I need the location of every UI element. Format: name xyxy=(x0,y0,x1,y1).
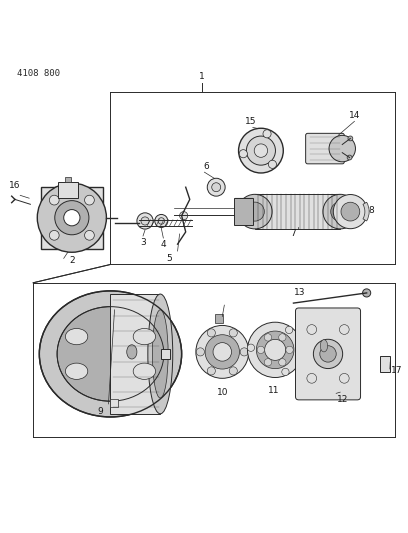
Text: 16: 16 xyxy=(9,181,21,190)
Circle shape xyxy=(55,200,89,235)
Circle shape xyxy=(84,195,94,205)
Ellipse shape xyxy=(65,363,88,379)
Wedge shape xyxy=(363,202,369,221)
Circle shape xyxy=(207,367,215,375)
Text: 4108 800: 4108 800 xyxy=(17,69,60,78)
Circle shape xyxy=(307,325,317,334)
FancyBboxPatch shape xyxy=(111,399,118,407)
Circle shape xyxy=(339,325,349,334)
Circle shape xyxy=(347,155,352,160)
Circle shape xyxy=(264,359,272,366)
Circle shape xyxy=(286,326,293,334)
Text: 3: 3 xyxy=(140,238,146,247)
FancyBboxPatch shape xyxy=(306,133,344,164)
Text: 8: 8 xyxy=(369,206,375,215)
FancyBboxPatch shape xyxy=(64,177,71,182)
Circle shape xyxy=(196,326,249,378)
Text: 4: 4 xyxy=(160,240,166,249)
Ellipse shape xyxy=(133,328,155,345)
Text: 9: 9 xyxy=(98,407,103,416)
Circle shape xyxy=(245,202,264,221)
Circle shape xyxy=(229,367,237,375)
FancyBboxPatch shape xyxy=(58,182,78,198)
Circle shape xyxy=(248,322,303,377)
FancyBboxPatch shape xyxy=(215,314,223,324)
Text: 12: 12 xyxy=(337,394,348,403)
Text: 5: 5 xyxy=(166,254,172,263)
Circle shape xyxy=(348,136,353,141)
Circle shape xyxy=(137,213,153,229)
FancyBboxPatch shape xyxy=(111,294,160,414)
Circle shape xyxy=(196,348,204,356)
Text: 14: 14 xyxy=(349,111,360,120)
Ellipse shape xyxy=(127,345,137,359)
Circle shape xyxy=(339,374,349,383)
Circle shape xyxy=(158,217,164,224)
Circle shape xyxy=(282,368,289,376)
Circle shape xyxy=(257,346,264,353)
Circle shape xyxy=(323,195,357,229)
Circle shape xyxy=(341,202,360,221)
Ellipse shape xyxy=(65,328,88,345)
FancyBboxPatch shape xyxy=(380,356,390,372)
Circle shape xyxy=(331,202,350,221)
Circle shape xyxy=(263,130,271,138)
Circle shape xyxy=(307,374,317,383)
Circle shape xyxy=(49,195,59,205)
Ellipse shape xyxy=(320,340,328,352)
Circle shape xyxy=(207,178,225,196)
Circle shape xyxy=(264,334,272,341)
Circle shape xyxy=(213,343,232,361)
Ellipse shape xyxy=(153,310,168,398)
FancyBboxPatch shape xyxy=(235,198,253,225)
Circle shape xyxy=(155,214,168,228)
Text: 13: 13 xyxy=(294,288,305,297)
FancyBboxPatch shape xyxy=(161,349,170,359)
Text: 7: 7 xyxy=(290,229,296,238)
Circle shape xyxy=(240,348,248,356)
FancyBboxPatch shape xyxy=(255,195,340,229)
FancyBboxPatch shape xyxy=(41,187,103,249)
Circle shape xyxy=(279,334,286,341)
Ellipse shape xyxy=(39,291,182,417)
Circle shape xyxy=(64,209,80,226)
Circle shape xyxy=(229,329,237,337)
Ellipse shape xyxy=(57,306,164,401)
Circle shape xyxy=(320,346,336,362)
Text: 11: 11 xyxy=(268,386,280,395)
Circle shape xyxy=(239,128,283,173)
Circle shape xyxy=(212,183,221,192)
Circle shape xyxy=(268,160,277,168)
Circle shape xyxy=(84,230,94,240)
Text: 6: 6 xyxy=(203,162,209,171)
FancyBboxPatch shape xyxy=(295,308,361,400)
Circle shape xyxy=(49,230,59,240)
Circle shape xyxy=(265,340,286,360)
Text: 17: 17 xyxy=(391,366,403,375)
Circle shape xyxy=(237,195,272,229)
Circle shape xyxy=(329,135,355,162)
Circle shape xyxy=(239,150,247,158)
Circle shape xyxy=(37,183,106,252)
Text: 1: 1 xyxy=(199,72,205,82)
Circle shape xyxy=(205,335,239,369)
Circle shape xyxy=(279,359,286,366)
Ellipse shape xyxy=(148,294,173,414)
Circle shape xyxy=(207,329,215,337)
Circle shape xyxy=(254,144,268,157)
Circle shape xyxy=(180,212,188,220)
Text: 2: 2 xyxy=(69,256,75,265)
Circle shape xyxy=(286,346,293,353)
Text: 15: 15 xyxy=(245,117,257,126)
Circle shape xyxy=(246,136,275,165)
Text: 10: 10 xyxy=(217,389,228,398)
Circle shape xyxy=(247,344,255,351)
Circle shape xyxy=(256,331,294,369)
Circle shape xyxy=(141,217,149,225)
Ellipse shape xyxy=(133,363,155,379)
Circle shape xyxy=(333,195,368,229)
Circle shape xyxy=(363,289,371,297)
Circle shape xyxy=(313,340,343,368)
